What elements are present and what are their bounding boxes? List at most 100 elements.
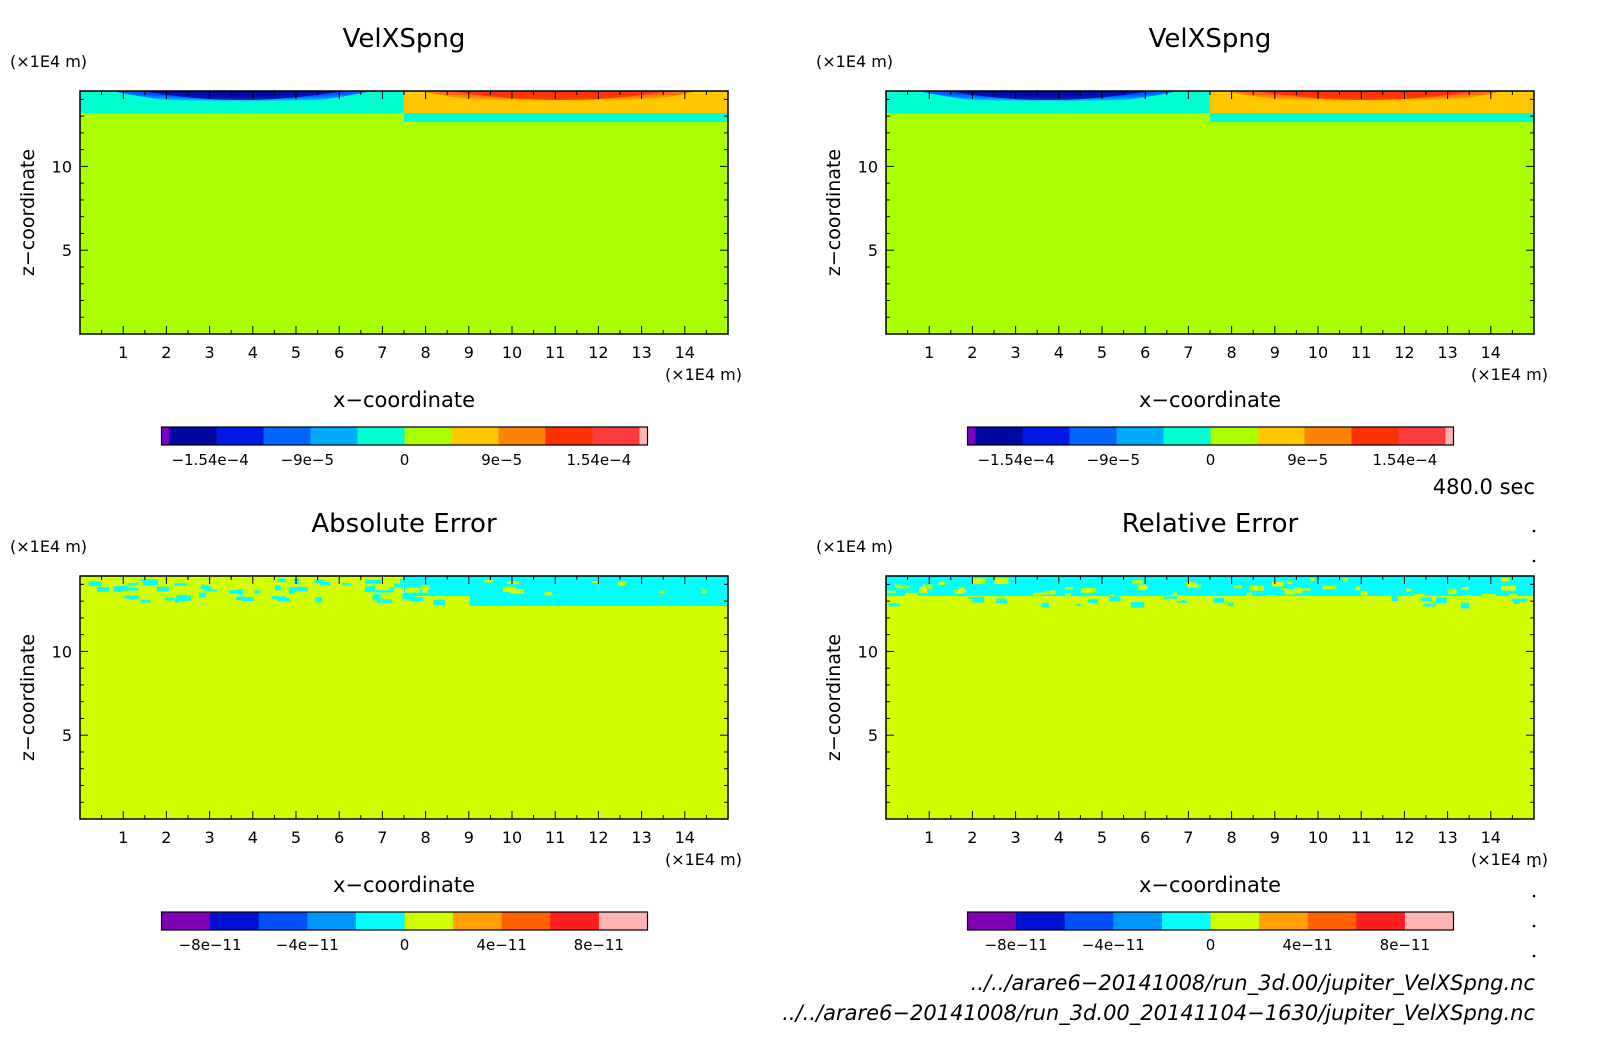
field-speckle	[1423, 603, 1437, 607]
field-positive-jet-core	[1256, 91, 1474, 100]
field-speckle	[274, 585, 281, 591]
colorbar-frame	[966, 426, 1455, 446]
field-speckle	[1287, 580, 1293, 584]
field-speckle	[894, 584, 901, 588]
field-speckle	[174, 583, 188, 586]
field-speckle	[1342, 578, 1349, 582]
x-tick-label: 8	[421, 828, 431, 847]
field-speckle	[402, 593, 416, 600]
x-tick-label: 2	[161, 343, 171, 362]
colorbar-label: 1.54e−4	[1373, 451, 1438, 469]
field-speckle	[319, 581, 331, 586]
colorbar-swatch	[639, 427, 648, 445]
field-speckle	[502, 586, 516, 592]
colorbar-swatch	[161, 912, 211, 930]
field-speckle	[1413, 593, 1425, 597]
x-tick-label: 1	[118, 343, 128, 362]
field-speckle	[88, 581, 102, 587]
colorbar-swatch	[355, 912, 405, 930]
field-speckle	[1228, 602, 1234, 606]
x-tick-label: 12	[1394, 343, 1414, 362]
field-speckle	[994, 578, 1009, 585]
x-tick-label: 11	[545, 343, 565, 362]
plot-title: Absolute Error	[311, 509, 497, 539]
field-speckle	[1421, 597, 1432, 602]
field-speckle	[592, 581, 599, 584]
field-speckle	[972, 578, 986, 584]
y-unit-label: (×1E4 m)	[10, 52, 87, 71]
field-speckle	[955, 590, 965, 594]
field-speckle	[1246, 592, 1253, 597]
field-speckle	[1513, 601, 1521, 604]
colorbar-label: −4e−11	[1082, 936, 1145, 954]
field-speckle	[314, 579, 325, 583]
field-speckle	[1391, 596, 1398, 601]
colorbar-label: 8e−11	[1380, 936, 1430, 954]
field-speckle	[1322, 585, 1337, 590]
colorbar-swatch	[967, 427, 976, 445]
x-tick-label: 4	[1054, 828, 1064, 847]
plot-title: VelXSpng	[343, 24, 466, 54]
x-tick-label: 7	[377, 343, 387, 362]
colorbar-swatch	[161, 427, 170, 445]
field-speckle	[294, 586, 309, 592]
field-speckle	[1137, 584, 1146, 591]
x-tick-label: 9	[464, 828, 474, 847]
colorbar-swatch	[545, 427, 593, 445]
field-speckle	[1271, 581, 1285, 587]
x-tick-label: 4	[1054, 343, 1064, 362]
colorbar-label: −8e−11	[985, 936, 1048, 954]
field-speckle	[1281, 587, 1287, 591]
field-background	[80, 576, 728, 819]
colorbar-swatch	[1064, 912, 1114, 930]
x-tick-label: 13	[1437, 828, 1457, 847]
field-speckle	[113, 586, 124, 593]
field-error-band	[886, 576, 1534, 596]
panel-velxspng-left: 1 2 3 4 5 6 7 8 9 10 11 12 13 14510VelXSpngx−coordina…	[10, 24, 742, 469]
colorbar-swatch	[1022, 427, 1070, 445]
colorbar-swatch	[550, 912, 600, 930]
field-speckle	[1501, 578, 1510, 582]
field-speckle	[1463, 595, 1472, 601]
colorbar-label: −1.54e−4	[977, 451, 1054, 469]
y-unit-label: (×1E4 m)	[816, 537, 893, 556]
colorbar-swatch	[453, 912, 503, 930]
field-speckle	[1406, 588, 1412, 592]
colorbar-swatch	[1161, 912, 1211, 930]
colorbar-swatch	[258, 912, 308, 930]
x-tick-label: 9	[464, 343, 474, 362]
x-tick-label: 14	[1481, 828, 1501, 847]
x-tick-label: 2	[967, 343, 977, 362]
field-speckle	[898, 586, 910, 589]
field-speckle	[1213, 597, 1225, 603]
x-tick-label: 13	[1437, 343, 1457, 362]
y-tick-label: 10	[52, 157, 72, 176]
field-speckle	[1185, 582, 1196, 586]
field-speckle	[420, 585, 430, 590]
colorbar-label: 0	[1206, 451, 1216, 469]
field-speckle	[1501, 585, 1516, 591]
x-tick-label: 6	[334, 343, 344, 362]
y-tick-label: 5	[62, 241, 72, 260]
colorbar-label: −9e−5	[281, 451, 334, 469]
colorbar-label: 0	[400, 936, 410, 954]
field-speckle	[294, 578, 299, 584]
field-negative-jet-core	[142, 91, 342, 100]
field-speckle	[1177, 600, 1187, 603]
x-tick-label: 3	[1011, 343, 1021, 362]
field-speckle	[242, 597, 254, 602]
field-speckle	[1460, 602, 1470, 609]
colorbar-label: −9e−5	[1087, 451, 1140, 469]
colorbar-swatch	[307, 912, 357, 930]
field-speckle	[400, 579, 408, 584]
field-speckle	[372, 594, 381, 600]
field-speckle	[1511, 598, 1528, 602]
field-speckle	[617, 581, 627, 586]
field-speckle	[277, 597, 290, 602]
time-label: 480.0 sec	[1433, 475, 1535, 499]
x-tick-label: 7	[1183, 828, 1193, 847]
colorbar-swatch	[216, 427, 264, 445]
x-tick-label: 13	[631, 828, 651, 847]
field-speckle	[165, 597, 175, 601]
